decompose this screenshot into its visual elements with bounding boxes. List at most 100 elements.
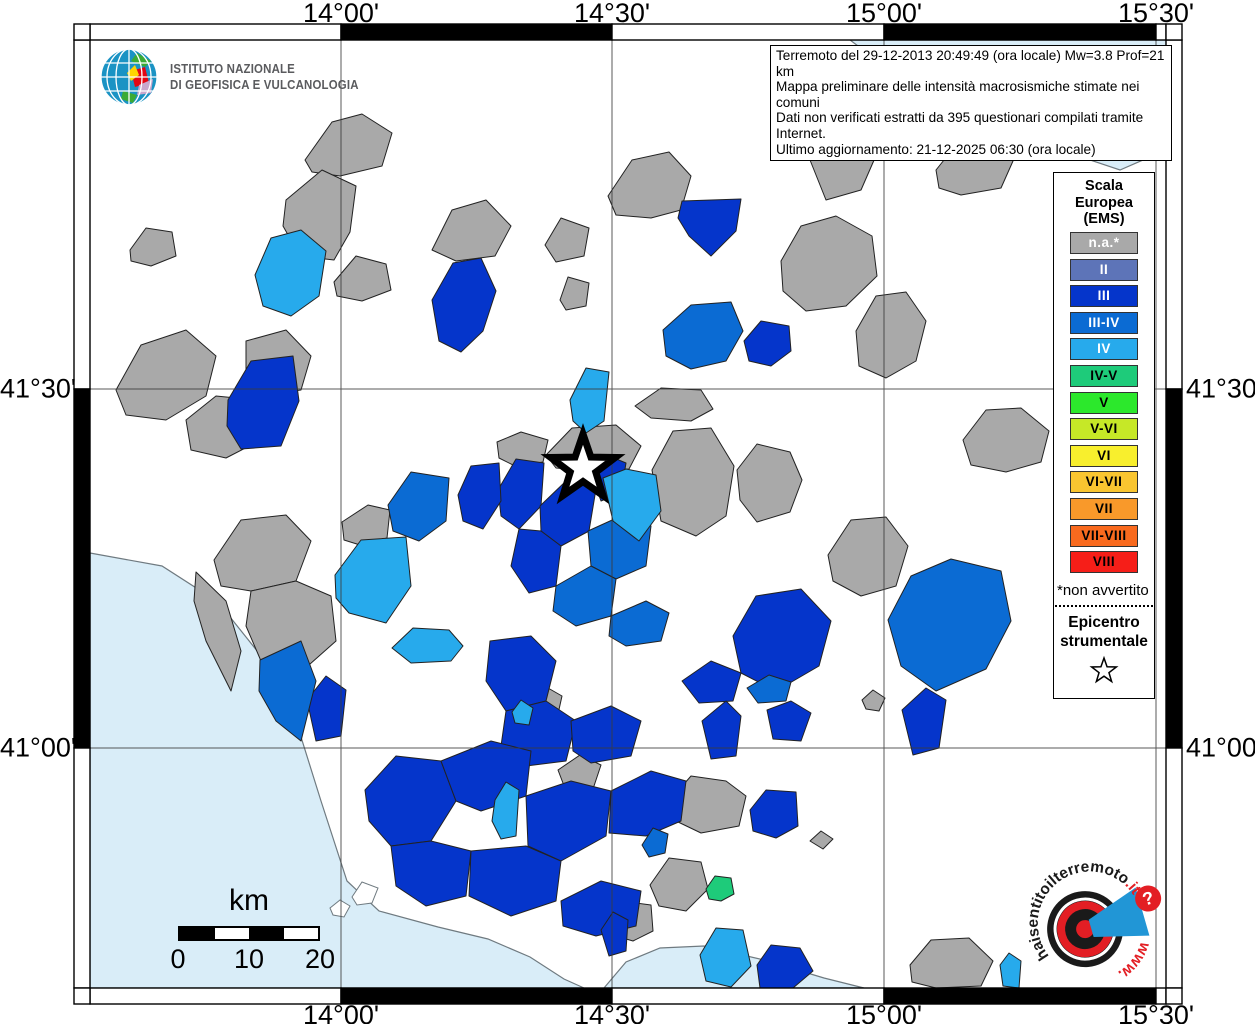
axis-label-left-1: 41°00' <box>0 732 77 763</box>
map-title-line-0: Terremoto del 29-12-2013 20:49:49 (ora l… <box>776 48 1165 79</box>
legend-footnote: *non avvertito <box>1057 582 1149 600</box>
municipality-na <box>827 516 909 597</box>
epicenter-label-line: Epicentro <box>1068 614 1140 632</box>
municipality-IV-V <box>705 875 735 902</box>
municipality-III <box>306 675 347 742</box>
scale-bar-tick-20: 20 <box>304 944 336 974</box>
ingv-globe-icon <box>100 48 158 106</box>
municipality-na <box>544 217 590 263</box>
municipality-na <box>193 571 242 692</box>
map-title-line-3: Ultimo aggiornamento: 21-12-2025 06:30 (… <box>776 141 1096 157</box>
municipality-na <box>669 775 747 834</box>
sea-tyrrhenian <box>89 552 585 989</box>
municipality-III <box>677 198 742 257</box>
axis-label-top-0: 14°00' <box>302 0 380 28</box>
legend-title-line: Europea <box>1074 194 1133 211</box>
municipality-na <box>245 580 337 673</box>
municipality-na <box>855 291 927 379</box>
map-title-line-1: Mappa preliminare delle intensità macros… <box>776 79 1140 110</box>
epicenter-label-line: strumentale <box>1060 633 1148 651</box>
map-title-line-2: Dati non verificati estratti da 395 ques… <box>776 110 1144 141</box>
municipality-na <box>333 255 392 302</box>
municipality-III-IV <box>887 558 1012 692</box>
map-title-box: Terremoto del 29-12-2013 20:49:49 (ora l… <box>770 45 1172 162</box>
municipality-III-IV <box>641 827 669 858</box>
legend-chip-VI: VI <box>1070 444 1138 467</box>
axis-label-bottom-3: 15°30' <box>1117 1000 1195 1024</box>
legend-chip-IV: IV <box>1070 338 1138 361</box>
axis-label-bottom-1: 14°30' <box>573 1000 651 1024</box>
municipality-na <box>809 830 834 850</box>
graticule <box>90 40 1166 988</box>
question-mark-glyph: ? <box>1140 887 1156 909</box>
municipalities-layer <box>115 113 1050 989</box>
municipality-na <box>129 227 177 267</box>
scale-bar-segments <box>178 926 320 941</box>
megaphone-icon <box>1088 887 1150 938</box>
legend-chip-VIII: VIII <box>1070 551 1138 574</box>
scale-bar: km 0 10 20 <box>170 884 335 974</box>
axis-label-top-1: 14°30' <box>573 0 651 28</box>
ingv-wordmark: ISTITUTO NAZIONALE DI GEOFISICA E VULCAN… <box>170 61 359 93</box>
axis-label-top-3: 15°30' <box>1117 0 1195 28</box>
municipality-III <box>457 462 502 530</box>
municipality-III <box>468 845 562 917</box>
legend-title-line: (EMS) <box>1083 211 1125 227</box>
municipality-na <box>634 387 714 422</box>
legend-divider <box>1055 605 1153 608</box>
municipality-III <box>525 780 612 862</box>
municipality-na <box>736 443 803 523</box>
municipality-III-IV <box>662 301 744 370</box>
axis-label-left-0: 41°30' <box>0 373 77 404</box>
municipality-na <box>780 215 878 312</box>
municipality-III <box>570 705 642 764</box>
legend-chip-na: n.a.* <box>1070 232 1138 255</box>
legend-chip-V: V <box>1070 391 1138 414</box>
ingv-logo: ISTITUTO NAZIONALE DI GEOFISICA E VULCAN… <box>98 46 384 108</box>
legend-chip-II: II <box>1070 258 1138 281</box>
scale-bar-ticks: 0 10 20 <box>170 944 335 974</box>
municipality-IV <box>602 468 662 542</box>
municipality-III <box>226 355 300 450</box>
legend-chip-III-IV: III-IV <box>1070 311 1138 334</box>
legend-chip-V-VI: V-VI <box>1070 418 1138 441</box>
axis-label-right-1: 41°00' <box>1186 732 1255 763</box>
municipality-III <box>732 588 832 692</box>
municipality-III-IV <box>608 600 670 647</box>
question-mark-badge <box>1135 885 1162 912</box>
municipality-IV <box>511 699 534 726</box>
axis-label-top-2: 15°00' <box>845 0 923 28</box>
scale-bar-tick-10: 10 <box>233 944 265 974</box>
municipality-na <box>496 431 549 467</box>
bullseye-center-dot <box>1076 920 1095 939</box>
municipality-na <box>115 329 217 421</box>
ingv-wordmark-line2: DI GEOFISICA E VULCANOLOGIA <box>170 77 359 92</box>
legend-chip-III: III <box>1070 285 1138 308</box>
island <box>351 881 379 906</box>
municipality-IV <box>699 927 752 988</box>
legend-chip-VII: VII <box>1070 498 1138 521</box>
municipality-IV <box>391 627 464 664</box>
municipality-III <box>608 770 687 837</box>
municipality-na <box>909 937 994 989</box>
ingv-wordmark-line1: ISTITUTO NAZIONALE <box>170 61 295 76</box>
legend-chip-IV-V: IV-V <box>1070 365 1138 388</box>
scale-bar-unit: km <box>229 884 269 917</box>
municipality-na <box>962 407 1050 473</box>
municipality-III <box>681 660 742 704</box>
municipality-III-IV <box>258 640 317 742</box>
municipality-na <box>651 427 735 537</box>
municipality-III-IV <box>746 674 792 704</box>
municipality-IV <box>334 536 412 624</box>
municipality-na <box>431 199 512 262</box>
municipality-III <box>390 840 472 907</box>
municipality-III <box>749 789 799 839</box>
island <box>329 899 351 918</box>
axis-label-bottom-2: 15°00' <box>845 1000 923 1024</box>
municipality-III <box>766 700 812 742</box>
municipality-na <box>861 689 886 712</box>
legend-items: n.a.* II III III-IV IV IV-V V V-VI VI VI-VII VII VI… <box>1054 232 1154 574</box>
municipality-IV <box>999 952 1022 989</box>
municipality-III <box>431 257 497 353</box>
municipality-IV <box>569 367 610 434</box>
